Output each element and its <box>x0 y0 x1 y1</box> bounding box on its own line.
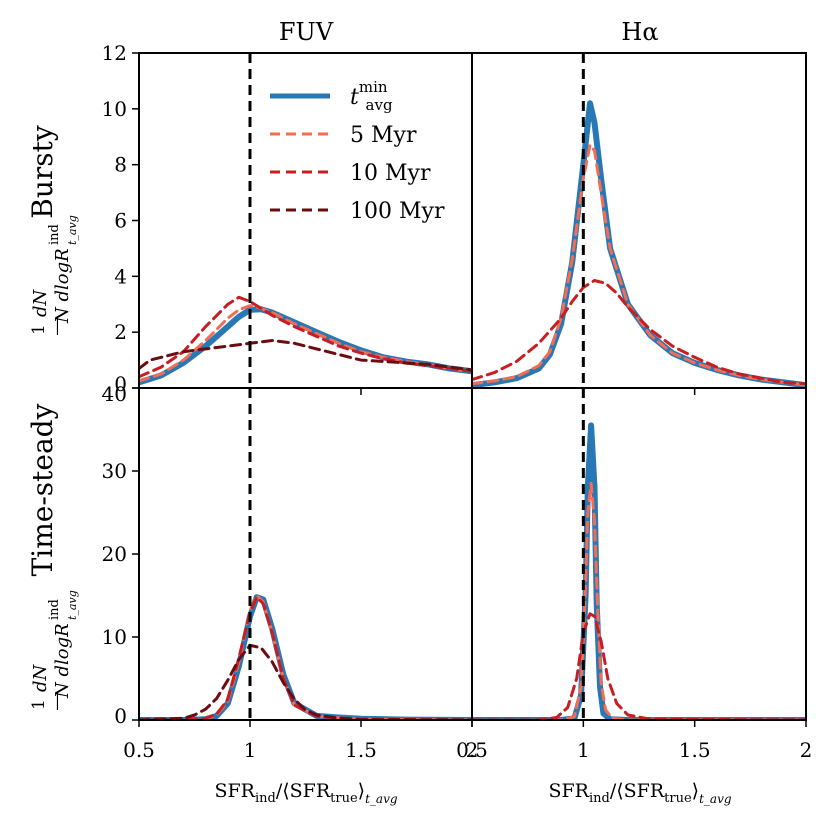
axes-frame <box>138 387 473 721</box>
svg-text:N dlogR: N dlogR <box>52 248 73 324</box>
svg-text:N dlogR: N dlogR <box>52 623 73 699</box>
series-line-10-myr <box>139 595 472 720</box>
y-tick-label: 10 <box>102 97 127 121</box>
y-tick-label: 20 <box>102 542 127 566</box>
legend: tmin avg 5 Myr 10 Myr 100 Myr <box>270 78 445 224</box>
y-tick-label: 40 <box>102 382 127 406</box>
x-tick-label: 1 <box>244 738 257 762</box>
series-line-5-myr <box>139 304 472 383</box>
legend-label-4: 100 Myr <box>350 199 445 224</box>
series-line-10-myr <box>472 279 806 386</box>
x-tick-label: 2 <box>466 738 479 762</box>
row-label-bursty: Bursty <box>26 125 59 219</box>
svg-text:t_avg: t_avg <box>66 590 79 620</box>
y-axis-label-bottom: 1 ― dN N dlogR ind t_avg <box>29 590 79 710</box>
y-axis-label-one-bar: ― <box>47 318 67 335</box>
y-tick-label: 12 <box>102 41 127 65</box>
series-line-t-avg-min <box>139 594 472 720</box>
x-axis-label-right: SFRind/⟨SFRtrue⟩t_avg <box>548 780 731 806</box>
legend-label-2: 5 Myr <box>350 123 417 148</box>
y-axis-label-one-bar: ― <box>47 693 67 710</box>
x-tick-label: 1.5 <box>679 738 711 762</box>
series-line-5-myr <box>139 594 472 720</box>
x-tick-label: 1 <box>577 738 590 762</box>
series-line-10-myr <box>472 612 806 720</box>
y-tick-label: 30 <box>102 459 127 483</box>
y-tick-label: 2 <box>114 320 127 344</box>
x-tick-label: 0.5 <box>456 738 488 762</box>
axes-frame <box>471 387 807 721</box>
svg-text:dN: dN <box>30 663 51 692</box>
y-axis-label-top: 1 ― dN N dlogR ind t_avg <box>29 215 79 335</box>
svg-text:1: 1 <box>29 324 49 335</box>
legend-label-1: tmin avg <box>350 78 393 114</box>
svg-text:ind: ind <box>47 224 62 245</box>
y-tick-label: 8 <box>114 153 127 177</box>
panel-1: 0 2 4 6 8 10 12 <box>102 41 473 396</box>
y-tick-label: 6 <box>114 209 127 233</box>
svg-text:t_avg: t_avg <box>66 215 79 245</box>
column-title-halpha: Hα <box>621 18 658 46</box>
svg-text:dN: dN <box>30 288 51 317</box>
svg-text:1: 1 <box>29 699 49 710</box>
panel-3: 0 10 20 30 40 0.5 1 1.5 2 <box>102 382 479 762</box>
x-tick-label: 1.5 <box>345 738 377 762</box>
y-tick-label: 0 <box>114 704 127 728</box>
y-tick-label: 0 <box>114 372 127 396</box>
row-label-time-steady: Time-steady <box>26 403 59 576</box>
x-tick-label: 2 <box>800 738 813 762</box>
x-axis-label-left: SFRind/⟨SFRtrue⟩t_avg <box>214 780 397 806</box>
series-line-100-myr <box>139 339 472 372</box>
series-line-100-myr <box>139 643 472 720</box>
legend-label-3: 10 Myr <box>350 161 431 186</box>
series-line-5-myr <box>472 481 806 720</box>
series-line-t-avg-min <box>472 422 806 720</box>
column-title-fuv: FUV <box>279 18 334 46</box>
x-tick-label: 0.5 <box>123 738 155 762</box>
panel-4: 0.5 1 1.5 2 <box>456 387 813 762</box>
series-line-t-avg-min <box>472 100 806 388</box>
y-tick-label: 10 <box>102 625 127 649</box>
axes-frame <box>471 52 807 389</box>
panel-2 <box>471 52 807 395</box>
svg-text:ind: ind <box>47 599 62 620</box>
y-tick-label: 4 <box>114 264 127 288</box>
svg-text:SFRind/⟨SFRtrue⟩t_avg: SFRind/⟨SFRtrue⟩t_avg <box>214 780 397 806</box>
series-line-5-myr <box>472 143 806 387</box>
svg-text:SFRind/⟨SFRtrue⟩t_avg: SFRind/⟨SFRtrue⟩t_avg <box>548 780 731 806</box>
